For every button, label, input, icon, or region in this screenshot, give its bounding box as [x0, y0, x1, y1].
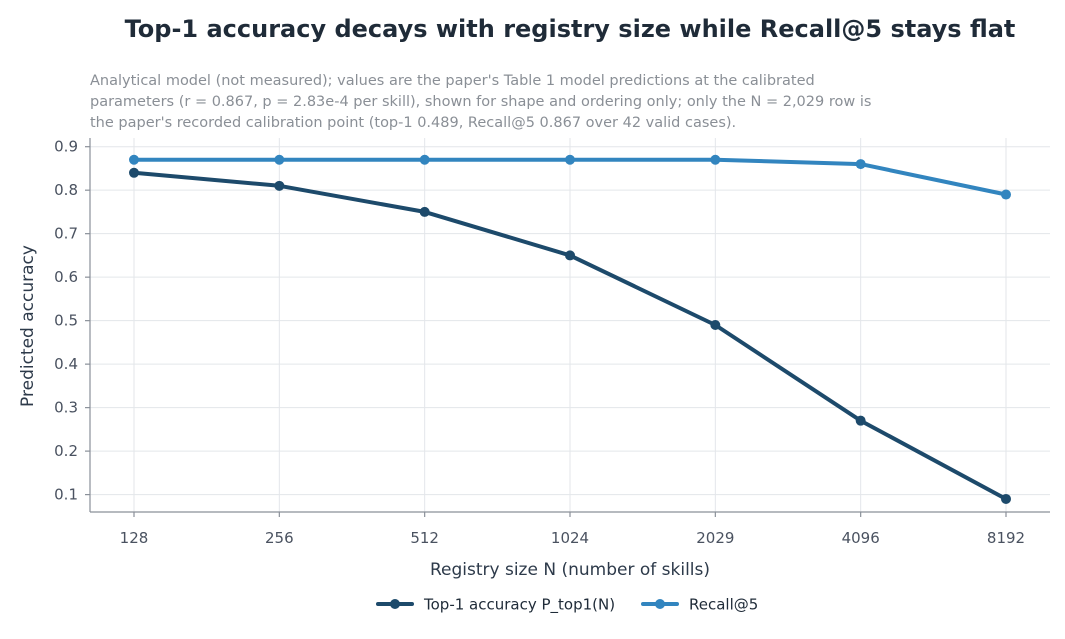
y-tick-label: 0.4: [54, 355, 78, 373]
y-tick-label: 0.3: [54, 399, 78, 417]
y-tick-label: 0.1: [54, 486, 78, 504]
data-point-recall5: [710, 154, 721, 165]
data-point-top1: [274, 180, 285, 191]
data-point-recall5: [419, 154, 430, 165]
y-tick-label: 0.6: [54, 268, 78, 286]
x-tick-label: 8192: [987, 529, 1025, 547]
chart-subtitle-line-3: the paper's recorded calibration point (…: [90, 115, 736, 131]
x-tick-label: 2029: [696, 529, 734, 547]
data-point-top1: [565, 250, 575, 261]
x-tick-label: 1024: [551, 529, 589, 547]
x-tick-label: 4096: [842, 529, 880, 547]
chart-subtitle-line-1: Analytical model (not measured); values …: [90, 73, 815, 89]
x-tick-label: 512: [410, 529, 439, 547]
data-point-recall5: [1001, 189, 1011, 200]
legend-marker-recall5: [655, 599, 665, 609]
legend: Top-1 accuracy P_top1(N) Recall@5: [376, 596, 758, 615]
x-tick-label: 256: [265, 529, 294, 547]
data-point-top1: [710, 320, 721, 330]
legend-marker-top1: [390, 599, 400, 609]
data-point-top1: [855, 415, 866, 426]
data-point-recall5: [129, 154, 139, 165]
data-point-top1: [129, 167, 139, 178]
series-layer: [129, 154, 1011, 504]
data-point-recall5: [855, 159, 866, 170]
y-tick-label: 0.5: [54, 312, 78, 330]
y-tick-label: 0.7: [54, 225, 78, 243]
legend-label-recall5: Recall@5: [689, 596, 758, 614]
grid: [90, 138, 1050, 512]
legend-item-recall5: Recall@5: [641, 596, 758, 614]
axes: 128 256 512 1024 2029 4096 8192 0.1 0.2 0.3 0.4 0.5…: [54, 138, 1050, 547]
data-point-recall5: [565, 154, 575, 165]
y-tick-label: 0.9: [54, 138, 78, 156]
legend-label-top1: Top-1 accuracy P_top1(N): [423, 596, 615, 615]
data-point-recall5: [274, 154, 285, 165]
y-tick-label: 0.8: [54, 181, 78, 199]
data-point-top1: [1001, 493, 1011, 504]
legend-item-top1: Top-1 accuracy P_top1(N): [376, 596, 615, 615]
x-axis-label: Registry size N (number of skills): [430, 560, 710, 580]
chart-title: Top-1 accuracy decays with registry size…: [125, 15, 1016, 43]
y-axis-label: Predicted accuracy: [18, 245, 38, 407]
y-tick-label: 0.2: [54, 442, 78, 460]
chart-subtitle-line-2: parameters (r = 0.867, p = 2.83e-4 per s…: [90, 94, 871, 110]
data-point-top1: [419, 206, 430, 217]
x-tick-label: 128: [120, 529, 149, 547]
